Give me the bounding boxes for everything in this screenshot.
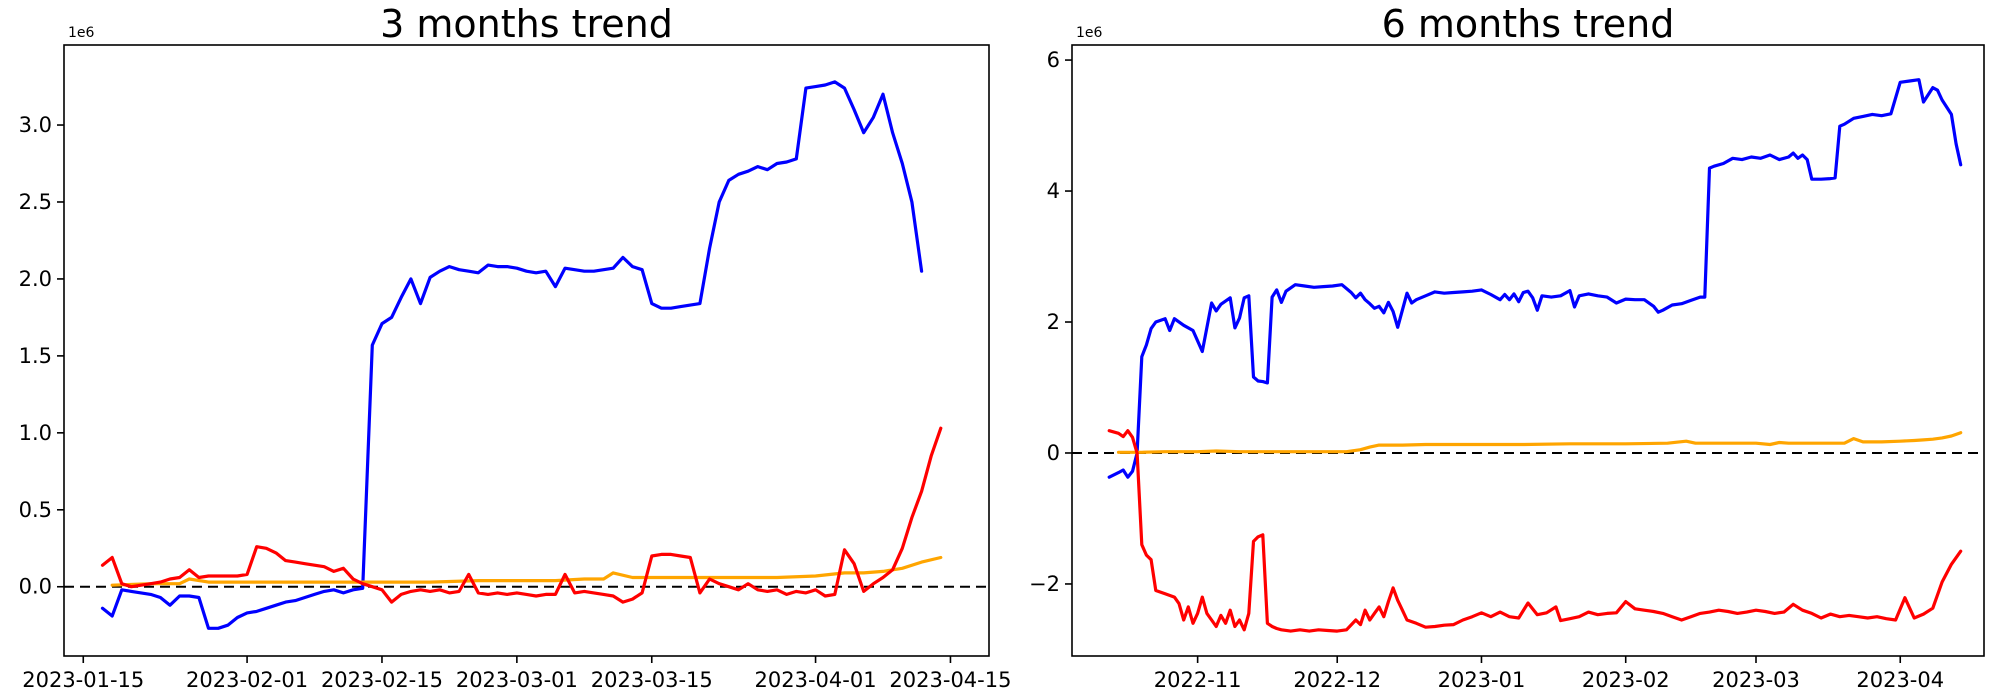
blue-series-line [100, 80, 924, 630]
y-tick-label: 0 [1047, 441, 1060, 465]
orange-series-line [1116, 431, 1963, 454]
red-series-line [100, 426, 943, 604]
y-tick-label: 1.5 [19, 344, 52, 368]
x-tick-label: 2023-04-01 [755, 668, 877, 692]
plot-border [63, 44, 990, 657]
chart-title-3-months: 3 months trend [380, 2, 673, 46]
y-axis-offset-label-right: 1e6 [1076, 25, 1103, 41]
y-tick-label: 4 [1047, 179, 1060, 203]
y-tick-label: 3.0 [19, 113, 52, 137]
y-tick-label: 2 [1047, 310, 1060, 334]
y-tick-label: 2.5 [19, 190, 52, 214]
y-tick-label: 1.0 [19, 421, 52, 445]
x-tick-label: 2022-12 [1293, 668, 1381, 692]
y-tick-label: 0.5 [19, 498, 52, 522]
chart-title-6-months: 6 months trend [1381, 2, 1675, 46]
x-tick-label: 2023-03 [1712, 668, 1800, 692]
x-tick-label: 2023-02-15 [321, 668, 443, 692]
x-tick-label: 2022-11 [1154, 668, 1242, 692]
x-tick-label: 2023-03-01 [456, 668, 578, 692]
x-tick-label: 2023-02-01 [186, 668, 308, 692]
y-tick-label: 6 [1047, 48, 1060, 72]
orange-series-line [110, 555, 943, 587]
x-tick-label: 2023-04 [1856, 668, 1944, 692]
plot-border [1071, 44, 1985, 657]
x-tick-label: 2023-01 [1438, 668, 1526, 692]
x-tick-label: 2023-04-15 [889, 668, 1011, 692]
x-tick-label: 2023-02 [1582, 668, 1670, 692]
x-tick-label: 2023-03-15 [591, 668, 713, 692]
y-tick-label: 0.0 [19, 575, 52, 599]
red-series-line [1107, 429, 1963, 633]
y-axis-offset-label-left: 1e6 [68, 25, 95, 41]
y-tick-label: 2.0 [19, 267, 52, 291]
blue-series-line [1107, 78, 1963, 479]
x-tick-label: 2023-01-15 [22, 668, 144, 692]
y-tick-label: −2 [1029, 572, 1060, 596]
